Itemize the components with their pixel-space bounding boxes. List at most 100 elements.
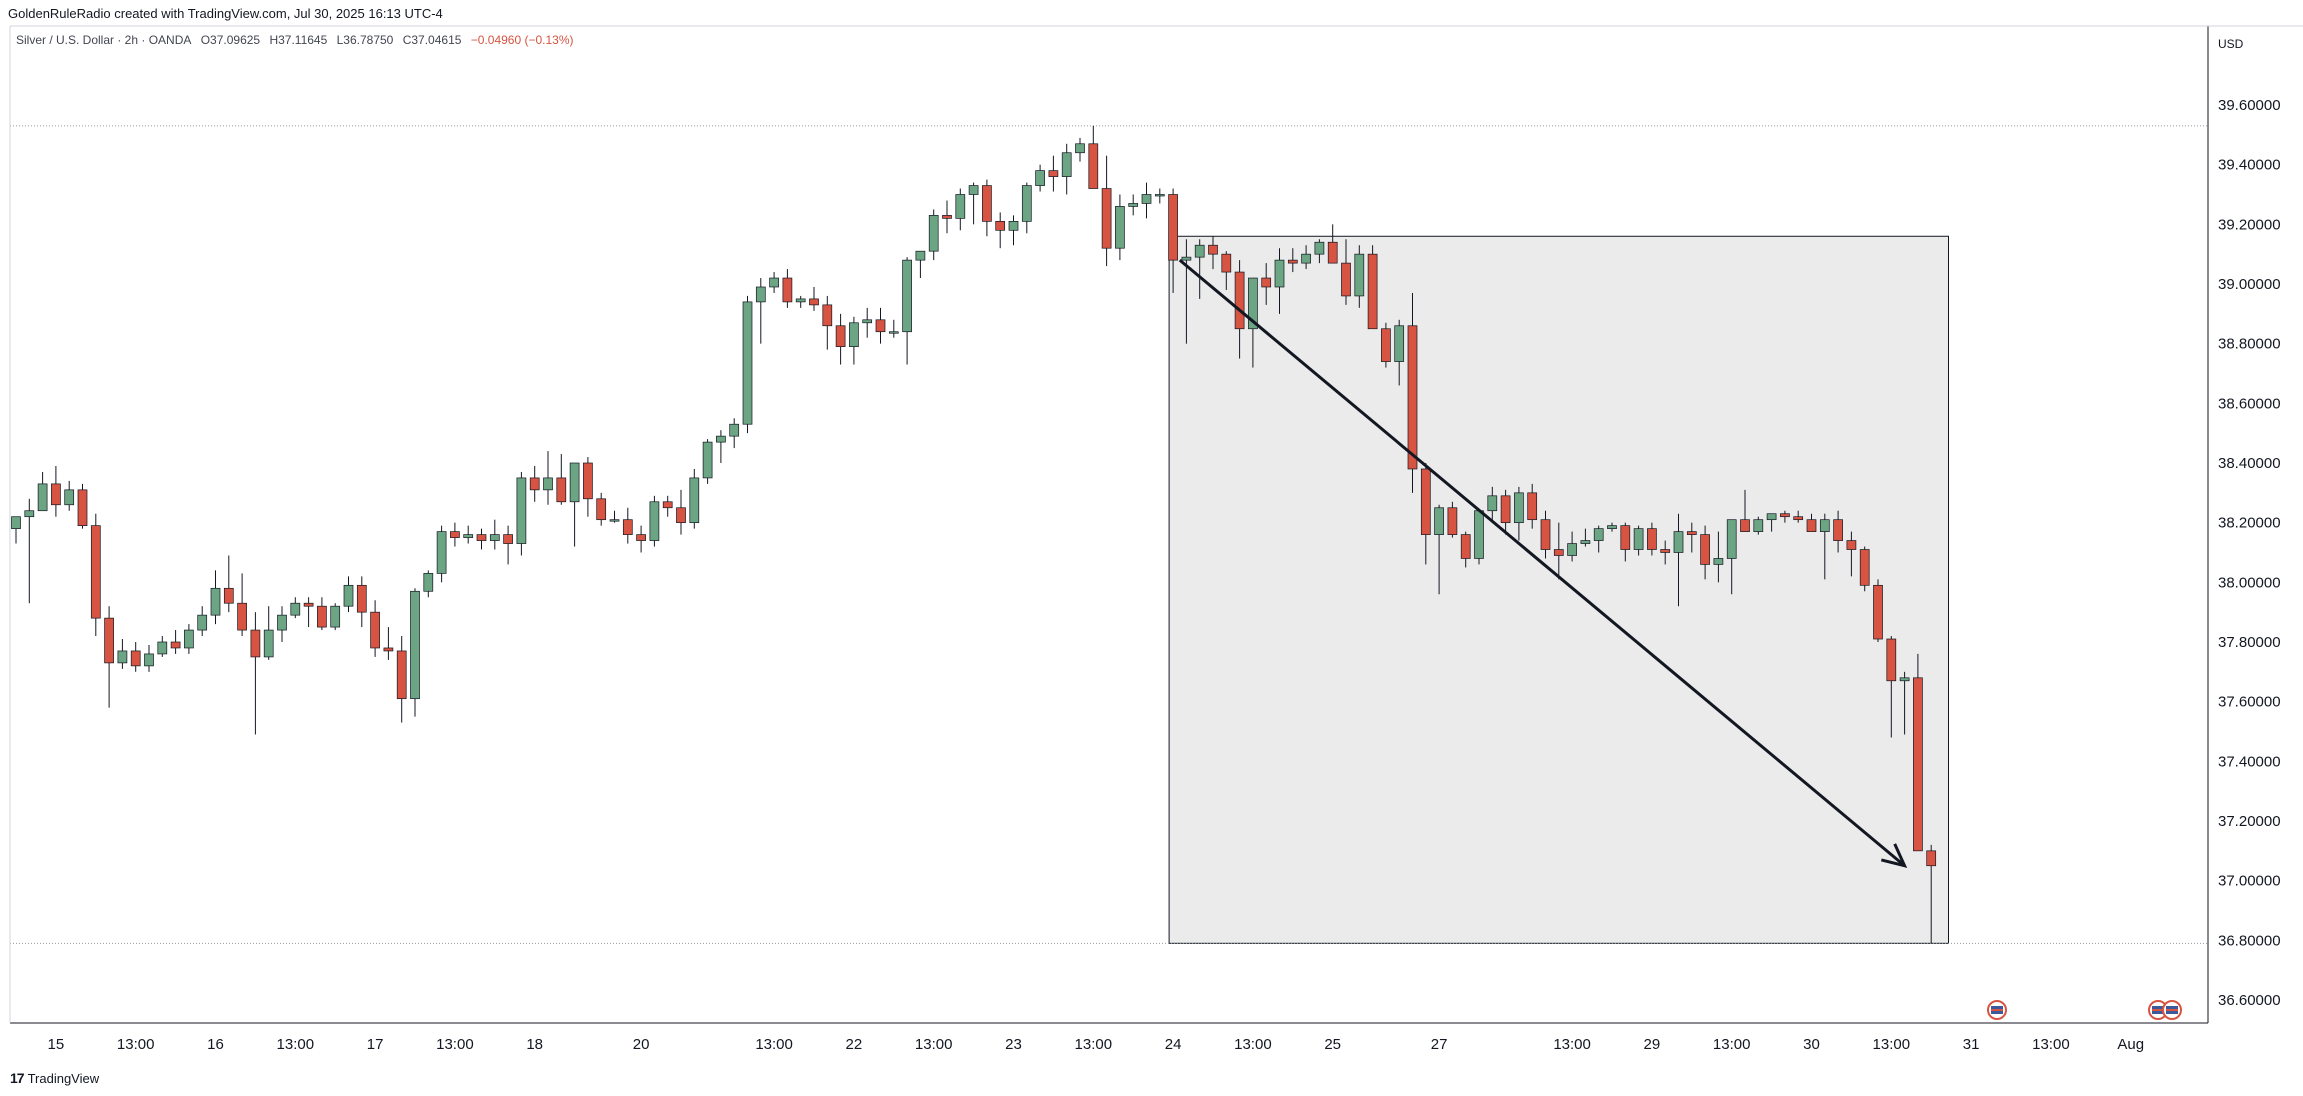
candle-body (24, 510, 35, 518)
y-tick-label: 37.40000 (2218, 753, 2281, 770)
candle (77, 483, 88, 529)
x-tick-label: 13:00 (1234, 1036, 1272, 1053)
candle-body (1753, 519, 1764, 532)
candle (24, 498, 35, 604)
candle (1593, 525, 1604, 553)
candle (1819, 513, 1830, 580)
x-tick-label: 13:00 (117, 1036, 155, 1053)
candle-body (729, 423, 740, 437)
x-tick-label: 25 (1324, 1036, 1341, 1053)
candle-body (902, 259, 912, 333)
candle-body (968, 185, 979, 195)
candle (662, 495, 673, 517)
candle-body (1607, 525, 1617, 529)
x-tick-label: 13:00 (1553, 1036, 1591, 1053)
legend-open: O37.09625 (200, 33, 261, 47)
y-tick-label: 39.60000 (2218, 97, 2281, 114)
candle-body (955, 194, 966, 219)
candle (1913, 653, 1923, 852)
candle (716, 430, 726, 463)
candle-body (1580, 540, 1591, 544)
candle-body (423, 573, 434, 592)
candle (729, 418, 740, 449)
y-tick-label: 38.20000 (2218, 515, 2281, 532)
candle (1394, 319, 1405, 386)
candle-body (1899, 677, 1910, 682)
candle (1620, 522, 1631, 562)
candle-body (1673, 531, 1684, 553)
chart-attribution: GoldenRuleRadio created with TradingView… (0, 0, 2303, 28)
symbol-legend: Silver / U.S. Dollar · 2h · OANDA O37.09… (16, 33, 580, 47)
candle (277, 606, 287, 642)
legend-high: H37.11645 (269, 33, 328, 47)
candle (383, 627, 394, 660)
candle (237, 573, 247, 637)
candle-body (489, 534, 500, 541)
candle (503, 525, 513, 565)
candle-body (609, 519, 620, 522)
candle (1873, 579, 1883, 642)
y-tick-label: 38.80000 (2218, 336, 2281, 353)
candle (1806, 513, 1817, 532)
candle-body (1873, 584, 1883, 640)
candle-body (1394, 325, 1405, 362)
candle-body (569, 462, 580, 503)
candle (649, 495, 660, 547)
annotation-rectangle (1168, 235, 1949, 944)
candle (1553, 522, 1564, 580)
candle (1793, 510, 1804, 523)
candle-body (1846, 540, 1857, 550)
candle-body (1287, 259, 1298, 264)
candle-body (170, 641, 181, 649)
candle (463, 525, 474, 544)
candle (1460, 531, 1471, 568)
candle-body (1886, 638, 1897, 682)
candle-body (1620, 525, 1631, 550)
candle (1686, 522, 1697, 553)
candle (902, 257, 912, 365)
candle (476, 528, 487, 550)
candle (529, 465, 540, 502)
candle-body (1474, 510, 1484, 559)
y-tick-label: 36.60000 (2218, 992, 2281, 1009)
candle-body (1367, 253, 1378, 330)
candle (330, 603, 341, 631)
x-tick-label: 13:00 (1713, 1036, 1751, 1053)
candle-body (888, 331, 899, 334)
x-tick-label: 20 (633, 1036, 650, 1053)
x-tick-label: 17 (367, 1036, 384, 1053)
candle-body (622, 519, 633, 535)
candle-body (396, 650, 407, 700)
candle (1567, 531, 1577, 562)
candle-body (1447, 507, 1458, 535)
candle-body (130, 650, 141, 667)
candle (795, 295, 806, 308)
candle (755, 278, 766, 344)
candle-body (1593, 528, 1604, 541)
candle (263, 606, 274, 660)
candle (636, 525, 646, 553)
candle (1075, 137, 1085, 162)
candle (1780, 510, 1790, 523)
candle (51, 465, 61, 517)
attribution-text: GoldenRuleRadio created with TradingView… (8, 6, 443, 21)
candle (1101, 155, 1112, 267)
candle (1673, 513, 1684, 607)
candle-body (503, 534, 513, 544)
candle (317, 597, 327, 631)
x-tick-label: 13:00 (2032, 1036, 2070, 1053)
candle-body (835, 325, 846, 347)
y-tick-label: 39.40000 (2218, 157, 2281, 174)
candle (1314, 239, 1325, 264)
candle-body (1527, 492, 1538, 521)
candle (104, 606, 114, 708)
candle-body (556, 477, 567, 503)
candle (356, 576, 367, 628)
candle (782, 269, 793, 308)
candle (130, 642, 141, 672)
candle (1141, 182, 1152, 219)
candle-body (995, 221, 1006, 231)
trend-arrow-layer (1178, 258, 1908, 868)
candle (1540, 510, 1551, 559)
